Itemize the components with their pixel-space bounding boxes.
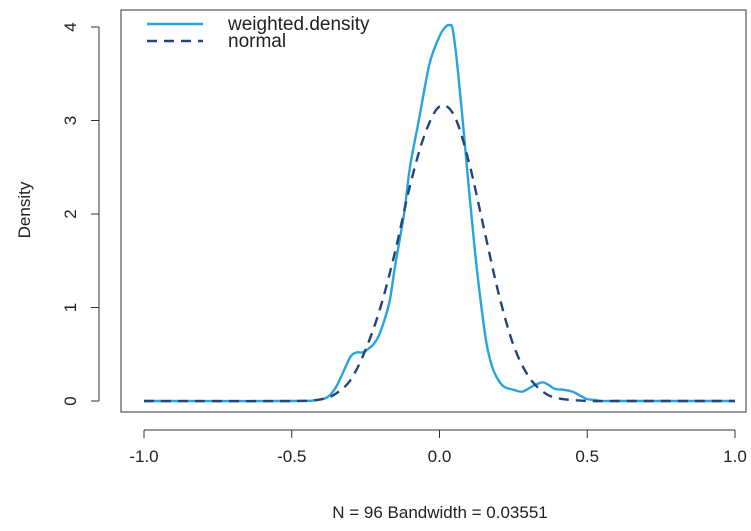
series-lines: [143, 23, 735, 403]
x-tick-label: 1.0: [723, 447, 747, 466]
y-tick-label: 2: [61, 209, 80, 218]
y-tick-label: 1: [61, 303, 80, 312]
x-axis-title: N = 96 Bandwidth = 0.03551: [332, 503, 548, 522]
x-axis: -1.0 -0.5 0.0 0.5 1.0: [129, 429, 747, 466]
series-line-weighted-density: [143, 23, 735, 403]
legend-label: weighted.density: [227, 14, 370, 35]
x-tick-label: 0.0: [428, 447, 452, 466]
series-line-normal: [143, 104, 735, 403]
plot-frame: [120, 9, 747, 413]
y-axis-title: Density: [15, 181, 34, 238]
legend-label: normal: [228, 31, 286, 52]
y-axis: 0 1 2 3 4: [61, 22, 100, 406]
y-tick-label: 3: [61, 116, 80, 125]
x-tick-label: -1.0: [129, 447, 158, 466]
y-tick-label: 4: [61, 22, 80, 31]
y-tick-label: 0: [61, 396, 80, 405]
x-tick-label: -0.5: [277, 447, 306, 466]
x-tick-label: 0.5: [575, 447, 599, 466]
